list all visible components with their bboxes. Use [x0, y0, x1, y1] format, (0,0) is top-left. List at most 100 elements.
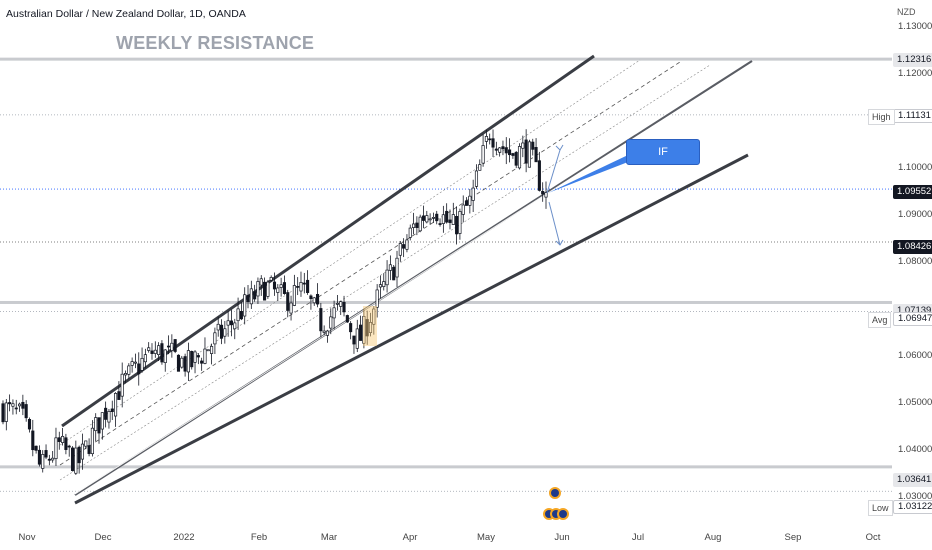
bear-candle — [455, 216, 459, 235]
bull-candle — [193, 351, 197, 363]
bull-candle — [130, 361, 134, 366]
bear-candle — [531, 141, 535, 150]
bull-candle — [157, 345, 161, 356]
bear-candle — [296, 286, 300, 288]
time-tick-label: Feb — [250, 532, 268, 543]
low-price-badge: 1.03122 — [893, 500, 932, 514]
bear-candle — [448, 219, 452, 223]
bull-candle — [41, 454, 45, 469]
bear-candle — [508, 149, 512, 156]
bull-candle — [51, 457, 55, 461]
candlesticks — [1, 129, 548, 475]
bear-candle — [306, 279, 310, 293]
bear-candle — [27, 419, 32, 430]
bear-candle — [64, 437, 68, 450]
price-tick-label: 1.12000 — [898, 68, 932, 79]
bull-candle — [362, 316, 366, 344]
price-tick-label: 1.06000 — [898, 350, 932, 361]
projection-arrows — [546, 144, 628, 246]
bull-candle — [226, 320, 230, 326]
bull-candle — [147, 347, 151, 351]
bull-candle — [478, 164, 482, 171]
bull-candle — [425, 215, 429, 223]
channel-guide-line — [59, 59, 641, 446]
bull-candle — [517, 146, 522, 169]
bull-candle — [74, 447, 78, 474]
bear-candle — [70, 447, 75, 471]
bull-candle — [382, 281, 386, 287]
channel-upper-line — [61, 54, 595, 428]
bull-candle — [236, 308, 240, 322]
bull-candle — [213, 332, 217, 345]
bull-candle — [527, 141, 531, 168]
resistance-price-badge: 1.12316 — [893, 53, 932, 67]
price-tick-label: 1.05000 — [898, 397, 932, 408]
bear-candle — [302, 282, 306, 285]
bear-candle — [1, 403, 5, 423]
bear-candle — [494, 148, 498, 151]
bull-candle — [441, 214, 445, 224]
bear-candle — [104, 407, 108, 420]
channel-mid-line — [59, 61, 681, 466]
bear-candle — [190, 350, 194, 368]
bull-candle — [388, 264, 392, 271]
bear-candle — [196, 355, 200, 358]
bull-candle — [80, 443, 85, 460]
bull-candle — [249, 288, 253, 305]
high-tag: High — [868, 109, 895, 125]
bear-candle — [47, 458, 51, 461]
bull-candle — [385, 269, 389, 286]
time-tick-label: Aug — [704, 532, 722, 543]
callout-pointer — [548, 155, 628, 193]
bull-candle — [266, 281, 270, 297]
event-nz-icon-inner — [559, 510, 567, 518]
arrow-head — [555, 239, 564, 246]
bull-candle — [332, 307, 336, 319]
bear-candle — [44, 450, 48, 458]
time-tick-label: Apr — [402, 532, 418, 543]
high-price-badge: 1.11131 — [893, 109, 932, 123]
bear-candle — [200, 360, 204, 364]
bull-candle — [120, 373, 124, 397]
bear-candle — [349, 323, 353, 333]
resistance-zone-line — [0, 57, 892, 61]
breakout-up-arrow — [546, 149, 561, 194]
bull-candle — [468, 195, 472, 206]
bear-candle — [77, 446, 81, 464]
low-tag: Low — [868, 500, 893, 516]
time-tick-label: Jun — [554, 532, 570, 543]
bear-candle — [435, 213, 439, 222]
bull-candle — [259, 278, 263, 286]
bear-candle — [438, 223, 442, 225]
bear-candle — [137, 363, 141, 375]
bull-candle — [339, 301, 343, 307]
bull-candle — [474, 170, 479, 187]
bear-candle — [173, 339, 177, 352]
bear-candle — [491, 138, 495, 148]
bull-candle — [458, 211, 462, 234]
bull-candle — [216, 323, 220, 331]
bull-candle — [243, 294, 247, 317]
bear-candle — [504, 147, 508, 154]
bear-candle — [402, 244, 406, 249]
bear-candle — [176, 354, 181, 372]
bull-candle — [322, 330, 326, 333]
bull-candle — [140, 357, 144, 371]
price-tick-label: 1.10000 — [898, 162, 932, 173]
breakout-callout[interactable]: IF BREAKOUT — [626, 139, 700, 182]
lower-level-zone-line — [0, 465, 892, 469]
bear-candle — [57, 437, 61, 442]
lower-level-price-badge: 1.03641 — [893, 473, 932, 487]
bear-candle — [239, 310, 243, 320]
bear-candle — [150, 350, 154, 354]
bull-candle — [4, 402, 8, 422]
bull-candle — [90, 427, 94, 455]
bear-candle — [87, 445, 91, 454]
trend-channel — [59, 54, 753, 505]
bear-candle — [415, 222, 419, 228]
bear-candle — [183, 356, 187, 372]
bull-candle — [368, 322, 373, 333]
breakdown-down-arrow — [548, 201, 561, 246]
bull-candle — [114, 393, 118, 417]
